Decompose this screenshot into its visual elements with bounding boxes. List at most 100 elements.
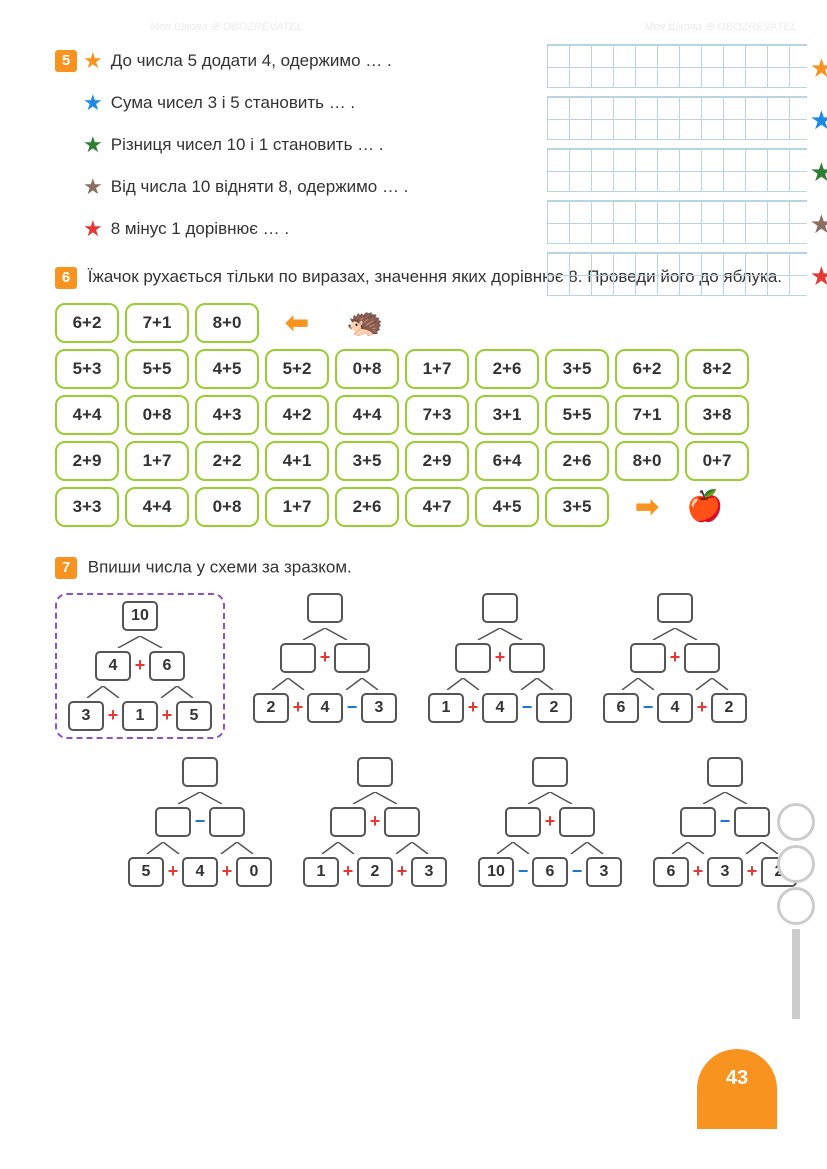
scheme-box[interactable]: 10: [478, 857, 514, 887]
scheme-box[interactable]: [334, 643, 370, 673]
scheme-box[interactable]: [155, 807, 191, 837]
operator: −: [520, 697, 534, 718]
scheme-box[interactable]: [357, 757, 393, 787]
operator: +: [106, 705, 120, 726]
maze-cell: 7+3: [405, 395, 469, 435]
answer-grid[interactable]: ★: [547, 200, 807, 244]
scheme-box[interactable]: 5: [128, 857, 164, 887]
scheme-box[interactable]: 3: [586, 857, 622, 887]
scheme-box[interactable]: 1: [122, 701, 158, 731]
maze-cell: 4+4: [125, 487, 189, 527]
operator: +: [160, 705, 174, 726]
task-number-7: 7: [55, 557, 77, 579]
maze-row: 6+27+18+0⬅🦔: [55, 303, 787, 343]
scheme-box[interactable]: 10: [122, 601, 158, 631]
scheme-box[interactable]: 4: [95, 651, 131, 681]
scheme-box[interactable]: [505, 807, 541, 837]
scheme-box[interactable]: [734, 807, 770, 837]
star-icon: ★: [810, 53, 827, 84]
operator: +: [691, 861, 705, 882]
maze-cell: 2+6: [545, 441, 609, 481]
maze-cell: 8+0: [195, 303, 259, 343]
scheme-box[interactable]: [630, 643, 666, 673]
star-icon: ★: [83, 176, 103, 198]
maze-cell: 0+8: [195, 487, 259, 527]
schemes-row-2: −5+4+0+1+2+3+10−6−3−6+3+2: [125, 757, 787, 887]
scheme-box[interactable]: 2: [357, 857, 393, 887]
scheme-box[interactable]: 6: [603, 693, 639, 723]
scheme-box[interactable]: 5: [176, 701, 212, 731]
scheme-box[interactable]: 6: [149, 651, 185, 681]
scheme-box[interactable]: 6: [532, 857, 568, 887]
scheme-box[interactable]: [680, 807, 716, 837]
schemes-row-1: 104+63+1+5+2+4−3+1+4−2+6−4+2: [55, 593, 787, 739]
scheme-box[interactable]: 3: [68, 701, 104, 731]
scheme-box[interactable]: 1: [428, 693, 464, 723]
operator: +: [318, 647, 332, 668]
maze-cell: 8+0: [615, 441, 679, 481]
maze-cell: 6+4: [475, 441, 539, 481]
scheme-box[interactable]: 3: [361, 693, 397, 723]
maze-cell: 4+4: [55, 395, 119, 435]
operator: −: [516, 861, 530, 882]
scheme-box[interactable]: 2: [536, 693, 572, 723]
scheme-box[interactable]: [509, 643, 545, 673]
scheme-box[interactable]: [684, 643, 720, 673]
operator: −: [345, 697, 359, 718]
scheme-box[interactable]: 4: [307, 693, 343, 723]
task5-text: 8 мінус 1 дорівнює … .: [111, 219, 289, 239]
scheme-box[interactable]: [559, 807, 595, 837]
scheme-box[interactable]: [532, 757, 568, 787]
task-number-5: 5: [55, 50, 77, 72]
scheme-box[interactable]: [307, 593, 343, 623]
operator: +: [166, 861, 180, 882]
maze-cell: 4+7: [405, 487, 469, 527]
watermark: Моя Школа ⊕ OBOZREVATEL: [150, 20, 303, 33]
scheme-box[interactable]: 2: [711, 693, 747, 723]
star-icon: ★: [83, 50, 103, 72]
scheme-box[interactable]: 4: [657, 693, 693, 723]
page-number: 43: [697, 1049, 777, 1129]
maze-cell: 7+1: [615, 395, 679, 435]
maze-row: 4+40+84+34+24+47+33+15+57+13+8: [55, 395, 787, 435]
task-6: 6 Їжачок рухається тільки по виразах, зн…: [55, 265, 787, 527]
scheme-box[interactable]: [384, 807, 420, 837]
answer-grid[interactable]: ★: [547, 252, 807, 296]
maze-cell: 0+7: [685, 441, 749, 481]
maze-cell: 5+3: [55, 349, 119, 389]
scheme-box[interactable]: 2: [253, 693, 289, 723]
maze-cell: 1+7: [125, 441, 189, 481]
watermark: Моя Школа ⊕ OBOZREVATEL: [644, 20, 797, 33]
answer-grid[interactable]: ★: [547, 44, 807, 88]
scheme-box[interactable]: [182, 757, 218, 787]
task5-text: Сума чисел 3 і 5 становить … .: [111, 93, 355, 113]
maze-cell: 5+5: [545, 395, 609, 435]
scheme-box[interactable]: [657, 593, 693, 623]
scheme-box[interactable]: 1: [303, 857, 339, 887]
maze-cell: 6+2: [55, 303, 119, 343]
scheme-box[interactable]: 0: [236, 857, 272, 887]
scheme-box[interactable]: 4: [482, 693, 518, 723]
task-5: 5★До числа 5 додати 4, одержимо … .★Сума…: [55, 50, 787, 240]
maze-cell: 1+7: [405, 349, 469, 389]
operator: −: [570, 861, 584, 882]
scheme-box[interactable]: 6: [653, 857, 689, 887]
scheme-box[interactable]: 3: [411, 857, 447, 887]
operator: +: [745, 861, 759, 882]
scheme-box[interactable]: 4: [182, 857, 218, 887]
scheme-box[interactable]: [280, 643, 316, 673]
scheme-box[interactable]: [482, 593, 518, 623]
maze-cell: 0+8: [125, 395, 189, 435]
maze-cell: 2+6: [475, 349, 539, 389]
operator: +: [133, 655, 147, 676]
maze-cell: 4+5: [195, 349, 259, 389]
scheme-box[interactable]: 3: [707, 857, 743, 887]
answer-grid[interactable]: ★: [547, 148, 807, 192]
scheme-box[interactable]: [209, 807, 245, 837]
scheme-box[interactable]: [330, 807, 366, 837]
star-icon: ★: [810, 209, 827, 240]
answer-grid[interactable]: ★: [547, 96, 807, 140]
scheme-box[interactable]: [707, 757, 743, 787]
task5-text: Від числа 10 відняти 8, одержимо … .: [111, 177, 409, 197]
scheme-box[interactable]: [455, 643, 491, 673]
